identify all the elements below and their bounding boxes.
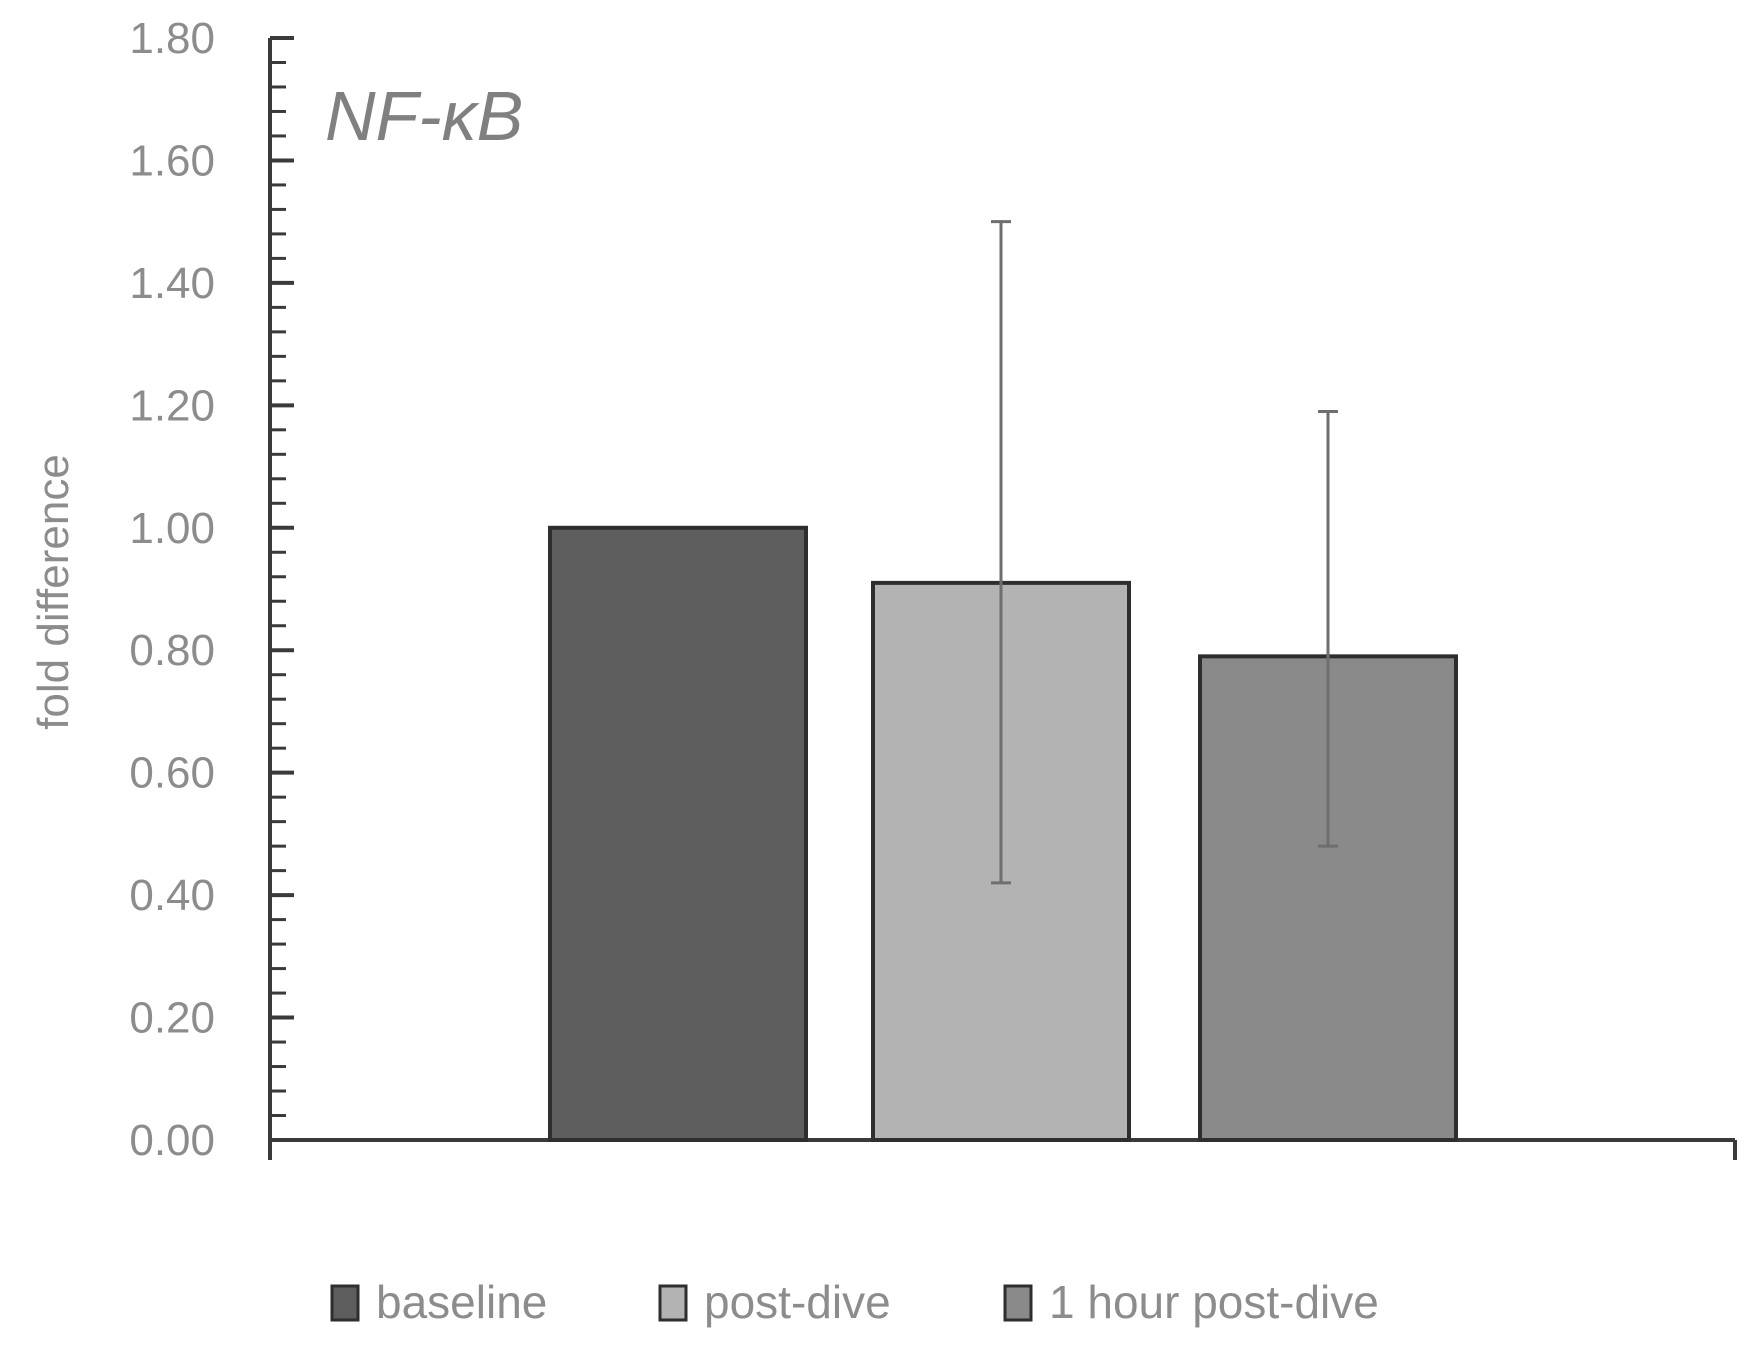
- legend-swatch: [330, 1284, 360, 1322]
- legend-label: post-dive: [704, 1276, 891, 1328]
- legend: baseline post-dive 1 hour post-dive: [330, 1276, 1379, 1328]
- y-tick-label: 0.80: [129, 626, 215, 675]
- y-axis: 0.00 0.20 0.40 0.60 0.80 1.00 1.20 1.40 1.60 1.80: [129, 14, 1737, 1165]
- legend-swatch: [1003, 1284, 1033, 1322]
- y-tick-label: 1.40: [129, 259, 215, 308]
- chart-title: NF-κB: [325, 77, 523, 155]
- bars: [548, 525, 1458, 1142]
- legend-label: baseline: [376, 1276, 547, 1328]
- legend-label: 1 hour post-dive: [1049, 1276, 1379, 1328]
- legend-item: 1 hour post-dive: [1003, 1276, 1379, 1328]
- legend-item: baseline: [330, 1276, 547, 1328]
- bar-baseline: [548, 525, 808, 1142]
- y-tick-label: 0.40: [129, 871, 215, 920]
- y-tick-label: 1.60: [129, 136, 215, 185]
- y-tick-label: 0.60: [129, 749, 215, 798]
- legend-swatch: [658, 1284, 688, 1322]
- y-tick-label: 1.20: [129, 381, 215, 430]
- y-axis-title: fold difference: [29, 454, 78, 730]
- y-tick-label: 0.20: [129, 994, 215, 1043]
- y-tick-label: 0.00: [129, 1116, 215, 1165]
- y-tick-label: 1.00: [129, 504, 215, 553]
- y-tick-label: 1.80: [129, 14, 215, 63]
- error-bars: [991, 220, 1338, 885]
- legend-item: post-dive: [658, 1276, 891, 1328]
